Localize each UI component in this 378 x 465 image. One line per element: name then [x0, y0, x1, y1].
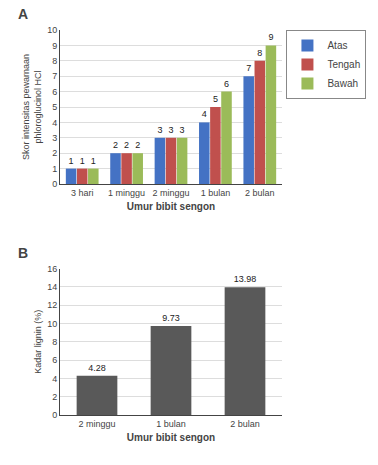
svg-text:1: 1 [80, 156, 85, 166]
svg-text:Skor intensitas pewarnaanphlor: Skor intensitas pewarnaanphloroglucinol … [21, 54, 43, 160]
svg-text:2: 2 [135, 140, 140, 150]
svg-text:7: 7 [246, 63, 251, 73]
svg-text:3: 3 [157, 125, 162, 135]
svg-text:1: 1 [52, 164, 57, 174]
svg-text:2 minggu: 2 minggu [78, 419, 115, 429]
svg-text:Kadar lignin (%): Kadar lignin (%) [33, 310, 43, 374]
svg-text:8: 8 [52, 337, 57, 347]
svg-text:5: 5 [213, 94, 218, 104]
svg-text:12: 12 [47, 300, 57, 310]
svg-text:2: 2 [113, 140, 118, 150]
svg-text:3: 3 [52, 133, 57, 143]
svg-text:16: 16 [47, 264, 57, 274]
svg-text:9.73: 9.73 [162, 313, 180, 323]
svg-text:2: 2 [52, 148, 57, 158]
svg-text:1 bulan: 1 bulan [156, 419, 186, 429]
svg-text:Umur bibit sengon: Umur bibit sengon [127, 432, 215, 443]
svg-text:A: A [18, 6, 28, 22]
svg-text:1 minggu: 1 minggu [108, 188, 145, 198]
svg-text:9: 9 [52, 41, 57, 51]
svg-text:3 hari: 3 hari [71, 188, 94, 198]
svg-text:5: 5 [52, 102, 57, 112]
svg-text:2: 2 [124, 140, 129, 150]
svg-text:4: 4 [52, 118, 57, 128]
svg-text:2 minggu: 2 minggu [152, 188, 189, 198]
svg-text:4: 4 [52, 374, 57, 384]
svg-text:Tengah: Tengah [327, 59, 360, 70]
svg-text:Bawah: Bawah [327, 78, 358, 89]
svg-text:7: 7 [52, 71, 57, 81]
svg-text:Atas: Atas [327, 40, 347, 51]
svg-text:6: 6 [52, 355, 57, 365]
svg-text:1: 1 [69, 156, 74, 166]
svg-text:Umur bibit sengon: Umur bibit sengon [127, 201, 215, 212]
svg-text:0: 0 [52, 179, 57, 189]
svg-text:14: 14 [47, 282, 57, 292]
svg-text:4.28: 4.28 [88, 363, 106, 373]
svg-text:10: 10 [47, 25, 57, 35]
svg-text:6: 6 [224, 79, 229, 89]
svg-text:3: 3 [180, 125, 185, 135]
svg-text:4: 4 [202, 109, 207, 119]
svg-text:6: 6 [52, 87, 57, 97]
svg-text:13.98: 13.98 [234, 274, 257, 284]
svg-text:2 bulan: 2 bulan [245, 188, 275, 198]
svg-text:2 bulan: 2 bulan [230, 419, 260, 429]
svg-text:8: 8 [257, 48, 262, 58]
svg-text:1: 1 [91, 156, 96, 166]
svg-text:B: B [18, 245, 28, 261]
svg-text:2: 2 [52, 392, 57, 402]
svg-text:3: 3 [168, 125, 173, 135]
svg-text:8: 8 [52, 56, 57, 66]
svg-text:0: 0 [52, 410, 57, 420]
svg-text:10: 10 [47, 319, 57, 329]
svg-text:1 bulan: 1 bulan [201, 188, 231, 198]
svg-text:9: 9 [268, 32, 273, 42]
